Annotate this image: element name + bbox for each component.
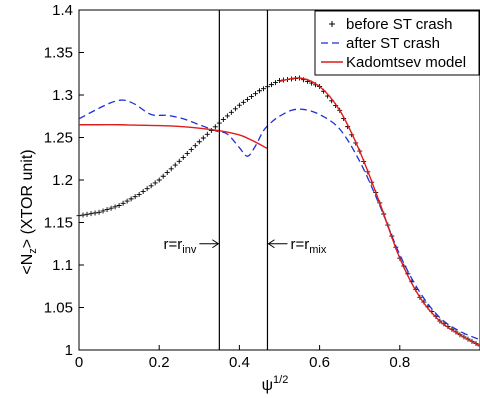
marker-point: [248, 94, 254, 100]
y-axis: 1 1.05 1.1 1.15 1.2 1.25 1.3 1.35 1.4: [44, 2, 84, 359]
marker-point: [228, 109, 234, 115]
marker-point: [184, 150, 190, 156]
y-tick-label: 1.1: [52, 257, 73, 274]
marker-point: [260, 86, 266, 92]
marker-point: [112, 204, 118, 210]
legend-box: [314, 10, 480, 76]
marker-point: [144, 186, 150, 192]
y-tick-label: 1.4: [52, 2, 73, 19]
marker-point: [120, 200, 126, 206]
series-layer: [76, 75, 480, 349]
x-tick-label: 0.8: [389, 354, 410, 371]
y-tick-label: 1.35: [44, 45, 73, 62]
x-tick-label: 0.2: [149, 354, 170, 371]
y-tick-label: 1.25: [44, 130, 73, 147]
legend-swatch: [329, 21, 335, 27]
marker-point: [196, 139, 202, 145]
marker-point: [168, 166, 174, 172]
y-tick-label: 1: [65, 342, 73, 359]
marker-point: [164, 170, 170, 176]
marker-point: [176, 158, 182, 164]
marker-point: [220, 116, 226, 122]
annotation-inv: r=rinv: [164, 236, 197, 256]
annotations: r=rinv r=rmix: [164, 236, 327, 256]
series-before-st-crash: [76, 75, 480, 349]
x-axis-label: ψ1/2: [262, 374, 289, 394]
x-tick-label: 0.6: [309, 354, 330, 371]
marker-point: [272, 80, 278, 86]
marker-point: [76, 213, 82, 219]
marker-point: [136, 191, 142, 197]
x-axis: 0 0.2 0.4 0.6 0.8: [75, 345, 410, 371]
marker-point: [232, 106, 238, 112]
legend: before ST crash after ST crash Kadomtsev m…: [314, 10, 480, 76]
marker-point: [92, 210, 98, 216]
y-tick-label: 1.15: [44, 215, 73, 232]
legend-label: after ST crash: [346, 35, 440, 52]
marker-point: [84, 211, 90, 217]
marker-point: [160, 173, 166, 179]
marker-point: [477, 343, 480, 349]
marker-point: [240, 99, 246, 105]
series-kadomtsev-inner-line: [79, 124, 268, 150]
marker-point: [212, 124, 218, 130]
marker-point: [180, 154, 186, 160]
legend-label: before ST crash: [346, 16, 452, 33]
y-axis-label: <Nz> (XTOR unit): [19, 149, 39, 274]
marker-point: [172, 162, 178, 168]
arrowhead-inv: [212, 239, 220, 249]
marker-point: [204, 131, 210, 137]
arrowhead-mix: [267, 239, 275, 249]
marker-point: [192, 143, 198, 149]
legend-label: Kadomtsev model: [346, 54, 466, 71]
marker-point: [128, 196, 134, 202]
marker-point: [80, 212, 86, 218]
marker-point: [124, 198, 130, 204]
series-kadomtsev-outer-line: [279, 77, 480, 347]
marker-point: [252, 91, 258, 97]
marker-point: [152, 180, 158, 186]
marker-point: [244, 96, 250, 102]
marker-point: [108, 205, 114, 211]
marker-point: [88, 211, 94, 217]
annotation-mix: r=rmix: [290, 236, 326, 256]
vertical-lines: [218, 10, 269, 350]
marker-point: [236, 102, 242, 108]
x-tick-label: 0.4: [229, 354, 250, 371]
marker-point: [100, 208, 106, 214]
x-tick-label: 0: [75, 354, 83, 371]
y-tick-label: 1.05: [44, 300, 73, 317]
marker-point: [224, 113, 230, 119]
marker-point: [96, 209, 102, 215]
marker-point: [132, 194, 138, 200]
marker-point: [188, 147, 194, 153]
marker-point: [148, 183, 154, 189]
marker-point: [156, 177, 162, 183]
marker-point: [268, 82, 274, 88]
marker-point: [116, 203, 122, 208]
marker-point: [140, 189, 146, 195]
y-tick-label: 1.2: [52, 172, 73, 189]
series-after-st-crash-line: [78, 99, 480, 341]
marker-point: [200, 135, 206, 141]
marker-point: [256, 88, 262, 94]
marker-point: [104, 207, 110, 213]
y-tick-label: 1.3: [52, 87, 73, 104]
